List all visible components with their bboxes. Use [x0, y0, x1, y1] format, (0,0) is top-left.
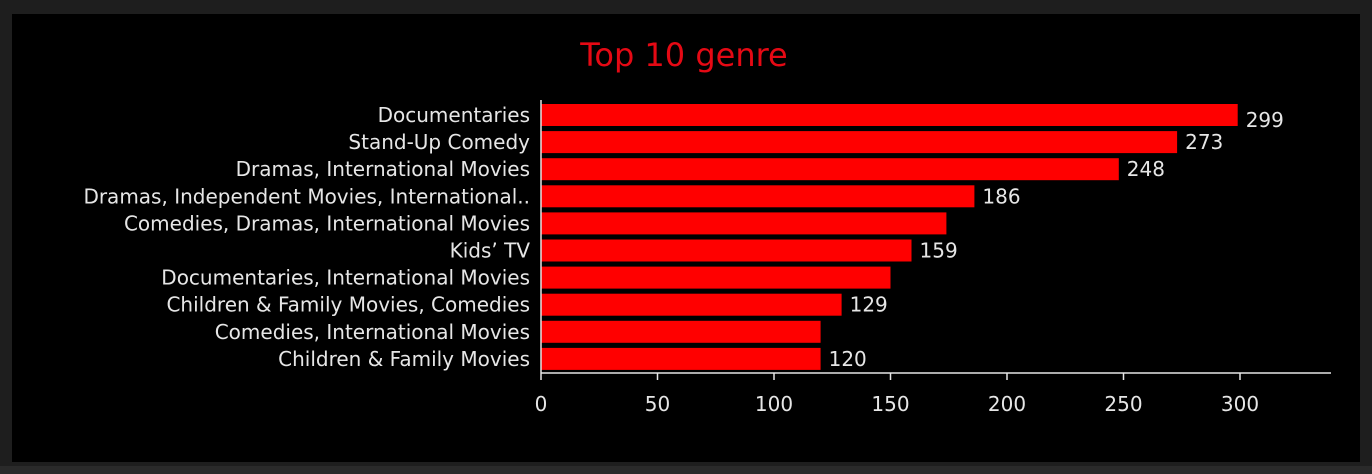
category-label: Documentaries, International Movies [161, 266, 530, 290]
data-label: 186 [982, 184, 1020, 208]
category-label: Children & Family Movies [278, 347, 530, 371]
data-label: 273 [1185, 130, 1223, 154]
x-tick-label: 200 [988, 392, 1026, 416]
x-tick-label: 250 [1104, 392, 1142, 416]
data-label: 129 [850, 293, 888, 317]
bar [541, 131, 1178, 154]
x-tick-label: 0 [535, 392, 548, 416]
category-label: Dramas, International Movies [236, 157, 530, 181]
axis-layer: 0 50 100 150 200 250 300 [535, 100, 1331, 416]
category-label: Kids’ TV [450, 239, 531, 263]
chart-panel [12, 14, 1360, 462]
bar [541, 347, 821, 370]
x-tick-label: 300 [1221, 392, 1259, 416]
bar [541, 320, 821, 343]
bar [541, 185, 975, 208]
bar [541, 104, 1238, 126]
category-label: Documentaries [378, 103, 530, 127]
bars-layer: Documentaries 299 Stand-Up Comedy 273 Dramas… [83, 103, 1283, 371]
data-label: 120 [829, 347, 867, 371]
bar [541, 212, 947, 235]
chart-title: Top 10 genre [579, 36, 787, 74]
x-tick-label: 100 [755, 392, 793, 416]
bottom-strip [0, 466, 1372, 474]
data-label: 248 [1127, 157, 1165, 181]
bar [541, 293, 842, 316]
category-label: Children & Family Movies, Comedies [166, 293, 530, 317]
bar [541, 266, 891, 289]
x-tick-label: 150 [871, 392, 909, 416]
x-tick-label: 50 [645, 392, 670, 416]
category-label: Comedies, International Movies [215, 320, 530, 344]
category-label: Comedies, Dramas, International Movies [124, 211, 530, 235]
data-label: 299 [1246, 108, 1284, 132]
category-label: Dramas, Independent Movies, Internationa… [83, 184, 530, 208]
category-label: Stand-Up Comedy [348, 130, 530, 154]
bar [541, 239, 912, 262]
bar [541, 158, 1119, 181]
data-label: 159 [920, 239, 958, 263]
